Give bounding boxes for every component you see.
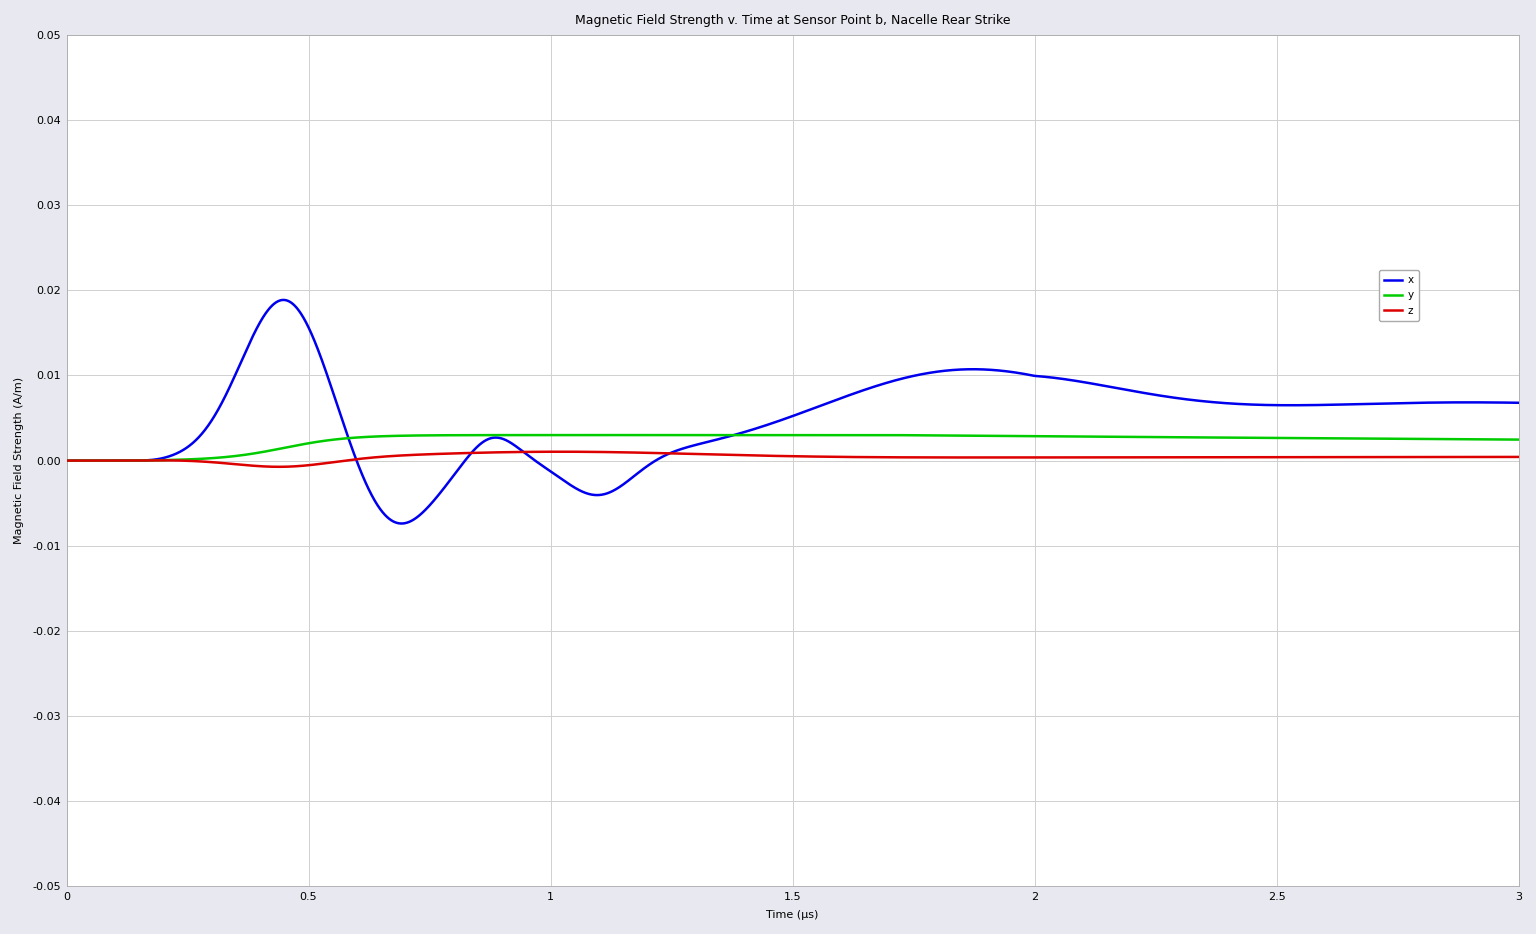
x [402,515,421,526]
z [270,461,289,473]
z [395,450,413,461]
x [57,455,75,466]
X-axis label: Time (μs): Time (μs) [766,910,819,920]
z [1510,451,1528,462]
z [708,449,727,460]
z [1498,451,1516,462]
x [708,433,727,445]
Legend: x, y, z: x, y, z [1378,270,1419,321]
y [1498,434,1516,446]
Y-axis label: Magnetic Field Strength (A/m): Magnetic Field Strength (A/m) [14,377,25,545]
Title: Magnetic Field Strength v. Time at Sensor Point b, Nacelle Rear Strike: Magnetic Field Strength v. Time at Senso… [574,14,1011,27]
y [880,430,899,441]
z [402,449,421,460]
x [1510,397,1528,408]
x [605,485,624,496]
x [275,294,293,305]
y [1510,434,1528,446]
Line: x: x [66,300,1519,524]
x [395,517,413,529]
y [402,430,421,441]
y [395,430,413,441]
z [550,446,568,458]
y [410,430,429,441]
x [410,510,429,521]
z [57,455,75,466]
y [57,455,75,466]
x [1498,397,1516,408]
Line: z: z [66,452,1519,467]
x [392,518,410,530]
y [605,430,624,441]
Line: y: y [66,435,1519,460]
y [708,430,727,441]
z [605,446,624,458]
z [410,449,429,460]
